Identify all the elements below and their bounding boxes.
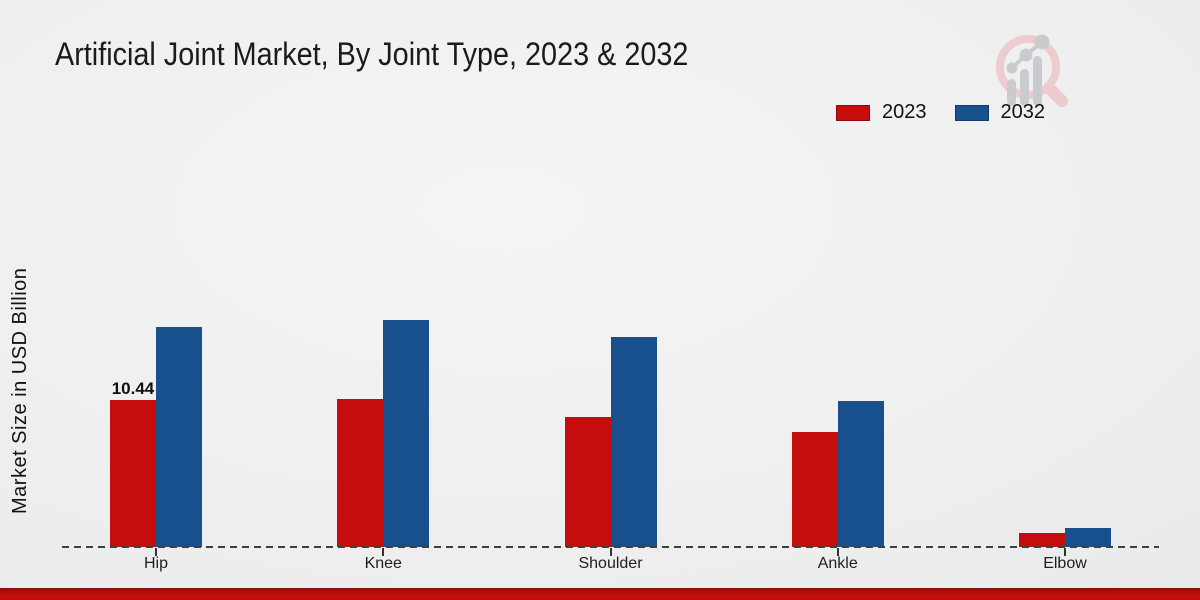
x-axis-baseline (62, 546, 1159, 548)
bar-2023-hip (110, 399, 156, 547)
legend-swatch-2023 (836, 104, 870, 121)
bar-2032-knee (383, 320, 430, 547)
x-axis-tick-shoulder (609, 548, 612, 556)
footer-accent-bar (0, 588, 1200, 600)
x-axis-label-elbow: Elbow (1043, 555, 1087, 572)
legend-item-2023: 2023 (836, 101, 927, 124)
x-axis-label-ankle: Ankle (817, 555, 858, 572)
x-axis-tick-knee (382, 548, 385, 556)
bar-2032-shoulder (610, 337, 657, 547)
x-axis-tick-elbow (1064, 548, 1066, 556)
legend-label-2032: 2032 (1000, 101, 1046, 123)
bar-2023-knee (337, 399, 384, 547)
bar-2032-ankle (837, 400, 884, 547)
x-axis-tick-hip (155, 548, 157, 556)
bar-2032-elbow (1065, 527, 1111, 547)
x-axis-tick-ankle (836, 548, 839, 556)
bar-2023-elbow (1019, 533, 1065, 547)
chart-title: Artificial Joint Market, By Joint Type, … (55, 36, 689, 72)
legend-item-2032: 2032 (954, 101, 1046, 124)
bar-2023-ankle (791, 431, 838, 547)
legend-label-2023: 2023 (882, 101, 927, 123)
x-axis-label-shoulder: Shoulder (578, 555, 643, 572)
x-axis-label-hip: Hip (143, 555, 168, 572)
bar-2023-shoulder (564, 417, 611, 547)
legend-swatch-2032 (954, 104, 989, 121)
bar-value-label-2023-hip: 10.44 (111, 378, 155, 398)
bar-2032-hip (156, 327, 202, 547)
magnifier-bar-chart-logo-icon (996, 34, 1068, 107)
x-axis-label-knee: Knee (364, 555, 402, 572)
legend: 2023 2032 (836, 101, 1045, 124)
